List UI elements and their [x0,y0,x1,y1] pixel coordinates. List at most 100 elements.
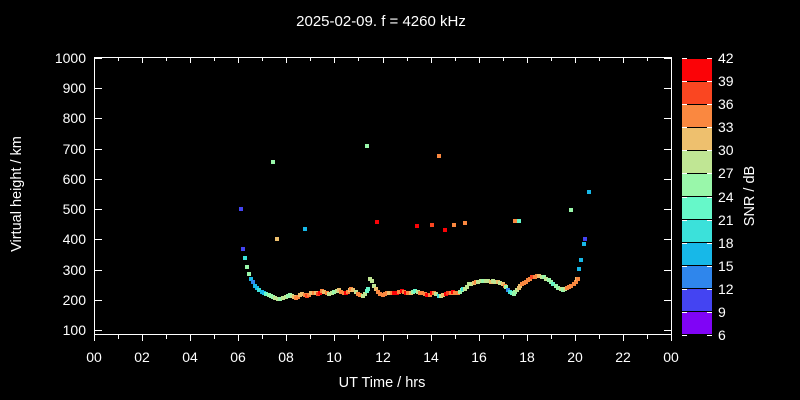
data-point [430,223,434,227]
x-tick-label: 04 [182,349,198,365]
y-axis-label: Virtual height / km [9,136,25,252]
x-axis-tick [671,57,672,63]
x-axis-tick [671,334,672,341]
data-point [397,290,401,294]
colorbar-segment [682,266,712,289]
data-point [524,280,528,284]
data-point [463,221,467,225]
y-tick-label: 500 [62,201,86,217]
y-axis-tick [95,330,102,331]
y-axis-tick [95,179,102,180]
data-point [569,284,573,288]
colorbar [682,58,712,336]
x-axis-tick [623,334,624,341]
x-axis-tick [334,334,335,341]
data-point [446,291,450,295]
colorbar-boundary-tick [707,243,712,244]
data-point [517,219,521,223]
colorbar-boundary-tick [682,127,687,128]
x-axis-tick [94,57,95,63]
y-axis-tick [664,58,671,59]
data-point [275,237,279,241]
data-point [517,286,521,290]
x-axis-tick [551,334,552,339]
colorbar-tick-label: 24 [718,189,734,205]
x-axis-tick [358,334,359,339]
data-point [576,277,580,281]
y-axis-tick [664,330,671,331]
y-tick-label: 300 [62,262,86,278]
x-axis-tick [407,334,408,339]
colorbar-tick-label: 9 [718,304,726,320]
x-axis-tick [503,334,504,339]
x-axis-tick [286,57,287,63]
data-point [387,291,391,295]
x-axis-tick [118,57,119,61]
data-point [249,277,253,281]
colorbar-boundary-tick [682,289,687,290]
data-point [420,291,424,295]
colorbar-tick-label: 36 [718,96,734,112]
colorbar-boundary-tick [707,220,712,221]
colorbar-boundary-tick [682,81,687,82]
data-point [406,291,410,295]
x-axis-tick [310,334,311,339]
colorbar-segment [682,220,712,243]
colorbar-segment [682,312,712,335]
colorbar-boundary-tick [707,127,712,128]
data-point [239,207,243,211]
data-point [465,285,469,289]
data-point [271,160,275,164]
colorbar-boundary-tick [682,58,687,59]
x-tick-label: 08 [278,349,294,365]
x-axis-tick [262,57,263,61]
data-point [453,291,457,295]
x-axis-tick [238,334,239,341]
x-axis-tick [142,334,143,341]
x-tick-label: 18 [519,349,535,365]
x-axis-tick [166,334,167,339]
x-axis-tick [599,334,600,339]
data-point [513,290,517,294]
y-axis-tick [95,270,102,271]
x-axis-tick [431,57,432,63]
y-axis-tick [664,149,671,150]
colorbar-boundary-tick [707,289,712,290]
colorbar-boundary-tick [707,58,712,59]
colorbar-tick-label: 18 [718,235,734,251]
y-axis-tick [664,239,671,240]
data-point [587,190,591,194]
y-axis-tick [95,88,102,89]
data-point [296,295,300,299]
colorbar-boundary-tick [682,266,687,267]
data-point [378,292,382,296]
data-point [469,282,473,286]
x-axis-tick [358,57,359,61]
x-tick-label: 06 [230,349,246,365]
x-axis-tick [383,334,384,341]
data-point [415,224,419,228]
y-tick-label: 1000 [54,50,86,66]
colorbar-boundary-tick [707,197,712,198]
colorbar-tick-label: 30 [718,142,734,158]
data-point [515,288,519,292]
colorbar-boundary-tick [682,243,687,244]
data-point [551,282,555,286]
x-axis-tick [407,57,408,61]
y-axis-tick [664,270,671,271]
data-point [332,290,336,294]
data-point [504,285,508,289]
colorbar-tick-label: 12 [718,281,734,297]
x-axis-tick [334,57,335,63]
x-axis-tick [431,334,432,341]
data-point [339,290,343,294]
data-point [245,265,249,269]
data-point [518,284,522,288]
data-point [428,293,432,297]
data-point [443,228,447,232]
x-axis-tick [575,334,576,341]
y-tick-label: 600 [62,171,86,187]
colorbar-segment [682,197,712,220]
x-axis-tick [166,57,167,61]
data-point [273,296,277,300]
